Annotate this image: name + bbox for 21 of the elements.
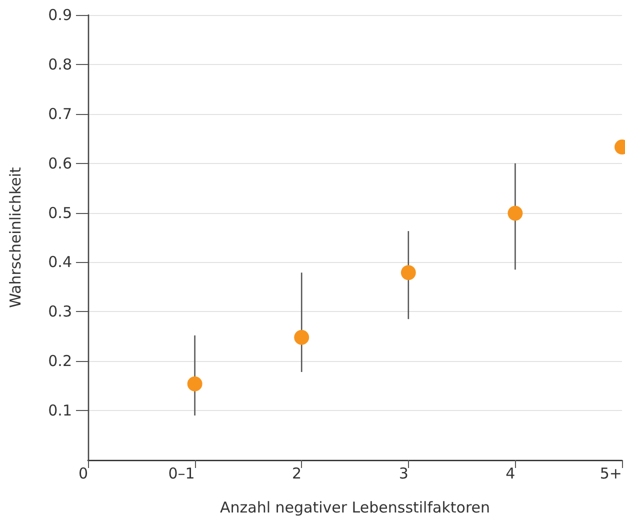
y-tick-label: 0.3 xyxy=(48,302,72,321)
x-tick-label: 5+ xyxy=(600,464,622,482)
y-tick-label: 0.6 xyxy=(48,154,72,172)
x-tick-label: 4 xyxy=(506,464,516,482)
y-axis-title: Wahrscheinlichkeit xyxy=(6,167,24,308)
y-tick-label: 0.8 xyxy=(48,55,72,74)
y-tick-label: 0.4 xyxy=(48,253,72,272)
x-tick-label: 0 xyxy=(78,464,88,482)
y-tick-label: 0.1 xyxy=(48,402,72,420)
x-tick-label: 0–1 xyxy=(168,464,195,482)
y-tick-label: 0.2 xyxy=(48,352,72,370)
x-tick-label: 2 xyxy=(292,464,302,482)
point xyxy=(508,206,523,221)
y-tick-label: 0.5 xyxy=(48,204,72,222)
point xyxy=(187,376,202,392)
y-tick-label: 0.7 xyxy=(48,104,72,123)
x-tick-label: 3 xyxy=(398,464,408,482)
x-axis-title: Anzahl negativer Lebensstilfaktoren xyxy=(220,498,490,516)
point xyxy=(400,265,416,280)
y-tick-label: 0.9 xyxy=(48,6,72,24)
point xyxy=(294,330,310,345)
